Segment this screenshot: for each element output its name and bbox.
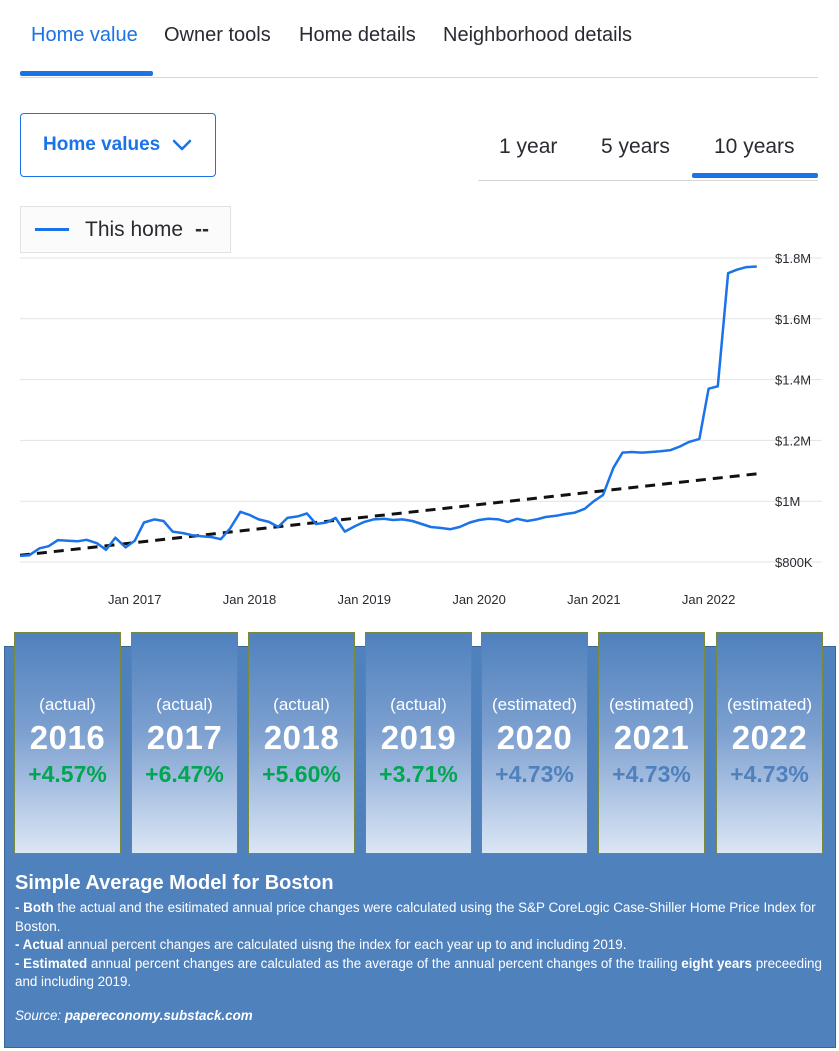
chevron-down-icon [172, 139, 192, 151]
y-tick-label: $1.8M [775, 251, 811, 266]
year-card-2020: (estimated) 2020 +4.73% [481, 632, 588, 854]
trend-line [19, 472, 757, 557]
y-axis-ticks: $800K $1M $1.2M $1.4M $1.6M $1.8M [775, 251, 813, 570]
range-5-years[interactable]: 5 years [601, 135, 670, 158]
tab-owner-tools[interactable]: Owner tools [164, 24, 271, 46]
note-line-3: - Estimated annual percent changes are c… [15, 955, 822, 990]
card-percent: +4.73% [495, 761, 574, 787]
x-axis-ticks: Jan 2017 Jan 2018 Jan 2019 Jan 2020 Jan 2021… [108, 592, 735, 607]
card-percent: +5.60% [262, 761, 341, 787]
note-line-2: - Actual annual percent changes are calc… [15, 937, 627, 952]
x-tick-label: Jan 2021 [567, 592, 621, 607]
y-tick-label: $1M [775, 494, 800, 509]
y-tick-label: $1.4M [775, 373, 811, 388]
legend-line-swatch [35, 228, 69, 231]
range-10-years[interactable]: 10 years [714, 135, 795, 158]
home-value-line [19, 265, 757, 558]
x-tick-label: Jan 2019 [338, 592, 392, 607]
legend-label: This home [85, 217, 184, 241]
x-tick-label: Jan 2017 [108, 592, 162, 607]
year-card-2021: (estimated) 2021 +4.73% [598, 632, 705, 854]
note-source: Source: papereconomy.substack.com [15, 1007, 253, 1023]
card-percent: +6.47% [145, 761, 224, 787]
card-percent: +4.73% [730, 761, 809, 787]
note-line-1: - Both the actual and the esitimated ann… [15, 900, 816, 934]
year-card-2022: (estimated) 2022 +4.73% [716, 632, 823, 854]
card-kind: (actual) [273, 695, 330, 714]
card-year: 2019 [380, 719, 457, 756]
card-kind: (estimated) [491, 695, 578, 714]
note-title: Simple Average Model for Boston [15, 872, 334, 894]
x-tick-label: Jan 2022 [682, 592, 736, 607]
card-kind: (estimated) [608, 695, 695, 714]
active-tab-indicator [20, 71, 153, 76]
card-percent: +4.57% [28, 761, 107, 787]
model-note: Simple Average Model for Boston - Both t… [15, 872, 823, 1025]
time-range-tabs: 1 year 5 years 10 years [478, 113, 818, 181]
home-values-dropdown[interactable]: Home values [20, 113, 216, 177]
home-value-chart: $800K$1M$1.2M$1.4M$1.6M$1.8M Jan 2017 Jan… [19, 251, 822, 607]
y-tick-label: $1.6M [775, 312, 811, 327]
card-percent: +3.71% [379, 761, 458, 787]
chart-legend: This home -- [20, 206, 231, 253]
y-tick-label: $800K [775, 555, 813, 570]
year-card-2017: (actual) 2017 +6.47% [131, 632, 238, 854]
x-tick-label: Jan 2020 [452, 592, 506, 607]
chart-grid [20, 257, 822, 563]
card-year: 2020 [496, 719, 573, 756]
y-tick-label: $1.2M [775, 433, 811, 448]
card-kind: (estimated) [726, 695, 813, 714]
active-range-indicator [692, 173, 818, 178]
tab-home-details[interactable]: Home details [299, 24, 416, 46]
year-card-2016: (actual) 2016 +4.57% [14, 632, 121, 854]
tab-home-value[interactable]: Home value [31, 24, 138, 46]
card-year: 2022 [731, 719, 808, 756]
x-tick-label: Jan 2018 [223, 592, 277, 607]
card-year: 2021 [613, 719, 690, 756]
year-card-2018: (actual) 2018 +5.60% [248, 632, 355, 854]
legend-suffix: -- [195, 217, 210, 241]
card-kind: (actual) [156, 695, 213, 714]
dropdown-label: Home values [43, 134, 161, 155]
tab-neighborhood-details[interactable]: Neighborhood details [443, 24, 633, 46]
top-tabs: Home value Owner tools Home details Neig… [20, 0, 818, 78]
range-1-year[interactable]: 1 year [499, 135, 558, 158]
card-year: 2016 [29, 719, 106, 756]
card-year: 2017 [146, 719, 223, 756]
card-percent: +4.73% [612, 761, 691, 787]
card-kind: (actual) [39, 695, 96, 714]
card-kind: (actual) [390, 695, 447, 714]
year-card-2019: (actual) 2019 +3.71% [365, 632, 472, 854]
card-year: 2018 [263, 719, 340, 756]
